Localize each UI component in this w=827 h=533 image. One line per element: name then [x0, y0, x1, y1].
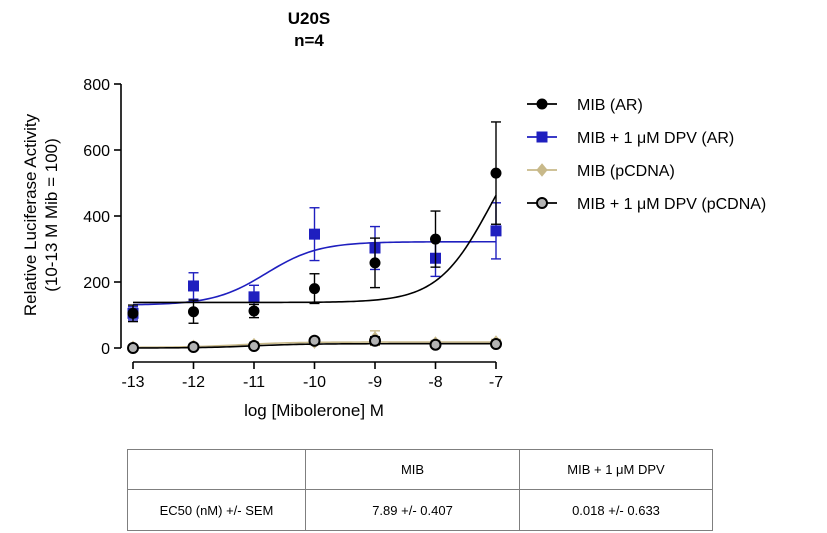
data-point [369, 257, 381, 269]
data-point [490, 167, 502, 179]
legend-marker [536, 197, 548, 209]
table-header-mib-dpv: MIB + 1 μM DPV [519, 449, 713, 490]
x-axis-label: log [Mibolerone] M [244, 401, 384, 420]
data-point [490, 225, 502, 237]
data-point [188, 306, 199, 318]
table-cell-mib-ec50: 7.89 +/- 0.407 [305, 489, 520, 531]
data-point [188, 280, 199, 292]
data-point [309, 228, 320, 240]
y-tick-label: 600 [83, 143, 110, 160]
table-header-mib: MIB [305, 449, 520, 490]
table-row-label: EC50 (nM) +/- SEM [127, 489, 306, 531]
y-axis-label-secondary: (10-13 M Mib = 100) [42, 138, 61, 292]
data-point [308, 334, 321, 347]
data-point [248, 340, 260, 353]
x-tick-label: -10 [303, 374, 326, 391]
series-0 [127, 121, 502, 324]
y-tick-label: 200 [83, 275, 110, 292]
data-point [309, 283, 320, 295]
x-tick-label: -9 [368, 374, 382, 391]
data-point [369, 334, 381, 347]
legend-label: MIB + 1 μM DPV (pCDNA) [577, 196, 766, 213]
data-point [187, 341, 200, 354]
table-header-cell-empty [127, 449, 306, 490]
table-cell-mib-dpv-ec50: 0.018 +/- 0.633 [519, 489, 713, 531]
y-tick-label: 400 [83, 209, 110, 226]
ec50-table: MIB MIB + 1 μM DPV EC50 (nM) +/- SEM 7.8… [127, 449, 713, 531]
data-point [127, 307, 139, 319]
table-row: EC50 (nM) +/- SEM 7.89 +/- 0.407 0.018 +… [127, 489, 713, 531]
chart-title: U20S [288, 9, 331, 28]
legend-marker [536, 163, 548, 177]
y-axis-label: Relative Luciferase Activity [21, 113, 40, 316]
data-point [430, 233, 441, 245]
x-tick-label: -12 [182, 374, 205, 391]
data-point [248, 305, 260, 317]
data-point [248, 291, 260, 303]
x-tick-label: -8 [428, 374, 442, 391]
x-tick-label: -7 [489, 374, 503, 391]
data-point [490, 338, 502, 351]
legend-marker [536, 131, 548, 143]
legend-label: MIB + 1 μM DPV (AR) [577, 130, 734, 147]
x-tick-label: -11 [243, 374, 265, 391]
y-tick-label: 800 [83, 77, 110, 94]
dose-response-chart: U20S n=4 Relative Luciferase Activity (1… [21, 9, 766, 420]
y-tick-label: 0 [101, 341, 110, 358]
axes: 0 200 400 600 800 -13 -12 -11 -10 -9 -8 -7 [83, 77, 503, 391]
data-point [429, 338, 442, 351]
data-point [127, 342, 139, 354]
legend-marker [536, 98, 548, 110]
series-3 [127, 334, 502, 354]
legend: MIB (AR) MIB + 1 μM DPV (AR) MIB (pCDNA) MI… [527, 97, 766, 213]
x-tick-label: -13 [121, 374, 144, 391]
legend-label: MIB (pCDNA) [577, 163, 675, 180]
plot-area [127, 121, 502, 355]
table-header-row: MIB MIB + 1 μM DPV [127, 449, 713, 490]
chart-subtitle: n=4 [294, 31, 324, 50]
legend-label: MIB (AR) [577, 97, 643, 114]
